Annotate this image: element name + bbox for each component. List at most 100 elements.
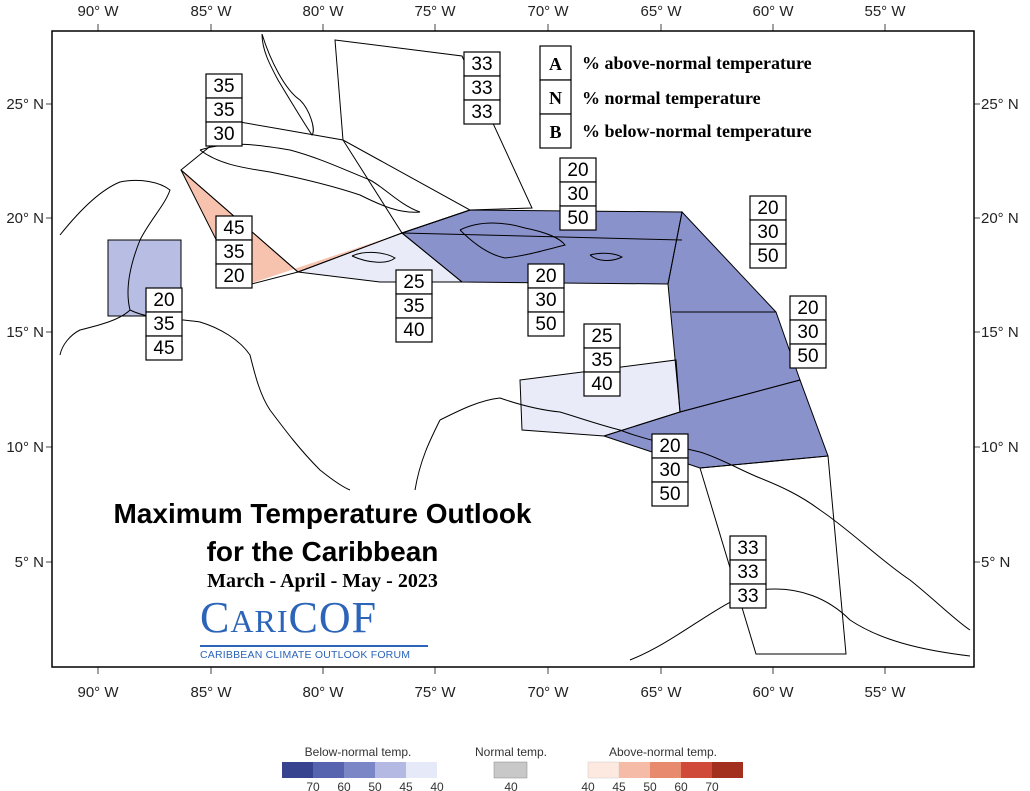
lon-label-bottom: 85° W <box>190 684 232 701</box>
colorbar-below-swatch <box>406 762 437 778</box>
colorbar-above-tick: 40 <box>581 780 595 791</box>
region-hispaniola-shade <box>402 210 682 284</box>
prob-box-cayman: 45 35 20 <box>215 215 253 289</box>
lon-label-top: 65° W <box>640 3 682 20</box>
prob-value: 30 <box>797 322 818 343</box>
prob-cell <box>463 75 501 101</box>
prob-value: 25 <box>591 326 612 347</box>
prob-value: 20 <box>535 266 556 287</box>
longitude-labels-bottom: 90° W 85° W 80° W 75° W 70° W 65° W 60° W 55° W <box>77 684 906 701</box>
prob-cell <box>395 293 433 319</box>
lat-label-right: 20° N <box>981 210 1019 227</box>
prob-value: 45 <box>153 338 174 359</box>
prob-value: 20 <box>567 160 588 181</box>
prob-cell <box>395 317 433 343</box>
prob-cell <box>215 215 253 241</box>
prob-cell <box>749 195 787 221</box>
colorbar-below-title: Below-normal temp. <box>305 745 412 759</box>
prob-box-abc-islands: 25 35 40 <box>583 323 621 397</box>
lat-label-left: 10° N <box>6 439 44 456</box>
prob-value: 20 <box>757 198 778 219</box>
prob-value: 45 <box>223 218 244 239</box>
lat-label-right: 25° N <box>981 96 1019 113</box>
prob-box-bahamas: 33 33 33 <box>463 51 501 125</box>
colorbar-below-swatch <box>344 762 375 778</box>
region-abc-shade <box>520 360 680 436</box>
lat-label-left: 20° N <box>6 210 44 227</box>
legend-key-letter-a: A <box>549 54 562 74</box>
colorbar-below-swatches <box>282 762 437 778</box>
logo-divider <box>200 645 428 647</box>
prob-value: 30 <box>535 290 556 311</box>
colorbar-above-tick: 50 <box>643 780 657 791</box>
prob-cell <box>463 99 501 125</box>
lat-label-left: 25° N <box>6 96 44 113</box>
map-title-line2: for the Caribbean <box>206 536 439 567</box>
prob-value: 35 <box>403 296 424 317</box>
latitude-labels-left: 25° N 20° N 15° N 10° N 5° N <box>6 96 44 571</box>
lon-label-top: 80° W <box>302 3 344 20</box>
prob-value: 35 <box>213 76 234 97</box>
coast-guianas-south <box>629 588 971 661</box>
prob-cell <box>527 311 565 337</box>
colorbar-normal-tick: 40 <box>504 780 518 791</box>
prob-value: 33 <box>737 586 758 607</box>
prob-cell <box>789 343 827 369</box>
prob-box-trinidad: 20 30 50 <box>651 433 689 507</box>
colorbar-below-swatch <box>313 762 344 778</box>
colorbar-above-swatch <box>681 762 712 778</box>
colorbar-normal-swatch <box>493 761 528 779</box>
logo-letter-c: C <box>200 593 231 642</box>
prob-value: 35 <box>153 314 174 335</box>
lat-label-left: 5° N <box>15 554 44 571</box>
colorbar-above-tick: 45 <box>612 780 626 791</box>
prob-value: 35 <box>213 100 234 121</box>
probability-boxes: 33 33 33 35 35 30 45 35 20 20 35 45 25 35 40 20 30 50 20 30… <box>145 51 827 609</box>
prob-value: 33 <box>471 102 492 123</box>
longitude-labels-top: 90° W 85° W 80° W 75° W 70° W 65° W 60° W 55° W <box>77 3 906 20</box>
colorbar-above-title: Above-normal temp. <box>609 745 717 759</box>
prob-cell <box>145 287 183 313</box>
prob-value: 33 <box>737 538 758 559</box>
logo-letters-ari: ARI <box>230 603 289 639</box>
prob-value: 30 <box>757 222 778 243</box>
coast-colombia <box>414 419 441 491</box>
coastlines <box>59 33 971 661</box>
prob-value: 40 <box>591 374 612 395</box>
caricof-logo: CARICOF CARIBBEAN CLIMATE OUTLOOK FORUM <box>200 596 432 661</box>
prob-value: 25 <box>403 272 424 293</box>
legend-key-letter-n: N <box>549 88 562 108</box>
lon-label-top: 55° W <box>864 3 906 20</box>
prob-box-windwards: 20 30 50 <box>789 295 827 369</box>
coast-yucatan <box>59 179 171 356</box>
lat-label-left: 15° N <box>6 324 44 341</box>
coast-puerto-rico <box>589 252 624 261</box>
legend-key-text-b: % below-normal temperature <box>582 121 812 141</box>
colorbar-above-tick: 60 <box>674 780 688 791</box>
lon-label-bottom: 80° W <box>302 684 344 701</box>
prob-cell <box>583 371 621 397</box>
prob-cell <box>559 181 597 207</box>
prob-value: 50 <box>757 246 778 267</box>
prob-value: 30 <box>659 460 680 481</box>
prob-value: 35 <box>223 242 244 263</box>
map-title: Maximum Temperature Outlook <box>113 498 532 529</box>
lon-label-bottom: 70° W <box>527 684 569 701</box>
colorbar-below-tick: 50 <box>368 780 382 791</box>
lon-label-top: 85° W <box>190 3 232 20</box>
prob-box-guianas: 33 33 33 <box>729 535 767 609</box>
prob-cell <box>463 51 501 77</box>
caricof-wordmark: CARICOF <box>200 596 432 643</box>
prob-cell <box>749 243 787 269</box>
colorbar-above-tick: 70 <box>705 780 719 791</box>
prob-value: 33 <box>737 562 758 583</box>
prob-cell <box>215 263 253 289</box>
colorbar-below-swatch <box>375 762 406 778</box>
prob-cell <box>651 481 689 507</box>
colorbar-below-tick: 70 <box>306 780 320 791</box>
prob-value: 20 <box>797 298 818 319</box>
lon-label-bottom: 60° W <box>752 684 794 701</box>
prob-cell <box>205 121 243 147</box>
prob-value: 20 <box>659 436 680 457</box>
axis-ticks <box>46 24 980 674</box>
